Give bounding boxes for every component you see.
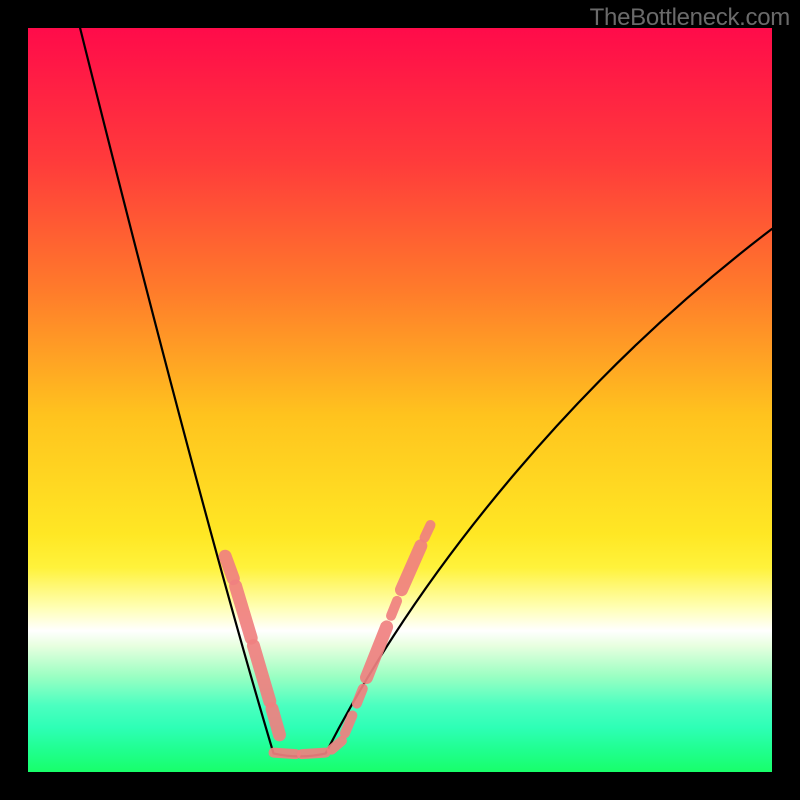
bottleneck-chart: TheBottleneck.com [0,0,800,800]
marker-segment [302,753,326,754]
gradient-plot-area [28,28,772,772]
marker-segment [274,753,296,754]
marker-segment [357,689,363,704]
marker-segment [272,709,279,735]
marker-segment [425,525,431,538]
marker-segment [332,741,342,750]
marker-segment [225,556,233,578]
marker-segment [345,715,352,733]
chart-svg [0,0,800,800]
watermark-text: TheBottleneck.com [590,4,790,32]
marker-segment [391,601,397,616]
